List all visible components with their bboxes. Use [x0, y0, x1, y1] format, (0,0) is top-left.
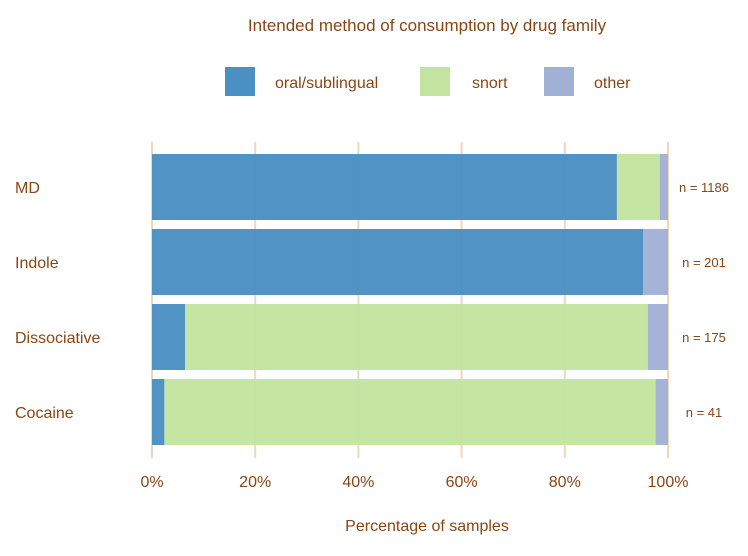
legend-swatch-2: [544, 67, 574, 96]
y-tick-label: Indole: [15, 255, 59, 272]
bar-indole-2: [643, 229, 668, 295]
legend-swatch-1: [420, 67, 450, 96]
sample-size-label: n = 175: [682, 330, 726, 345]
chart-title: Intended method of consumption by drug f…: [248, 16, 607, 35]
sample-size-label: n = 201: [682, 255, 726, 270]
bar-md-0: [152, 154, 617, 220]
x-tick-label: 100%: [648, 474, 689, 491]
x-tick-label: 80%: [549, 474, 581, 491]
bar-indole-0: [152, 229, 644, 295]
bar-cocaine-0: [152, 379, 165, 445]
bars: [152, 154, 668, 445]
bar-md-2: [659, 154, 668, 220]
x-tick-label: 20%: [239, 474, 271, 491]
y-tick-label: MD: [15, 180, 40, 197]
bar-dissociative-2: [647, 304, 668, 370]
bar-dissociative-0: [152, 304, 186, 370]
bar-cocaine-1: [164, 379, 656, 445]
x-tick-label: 0%: [140, 474, 163, 491]
bar-dissociative-1: [185, 304, 648, 370]
x-axis-ticks: 0% 20% 40% 60% 80% 100%: [140, 474, 688, 491]
bar-cocaine-2: [655, 379, 668, 445]
x-tick-label: 60%: [446, 474, 478, 491]
y-tick-label: Cocaine: [15, 405, 74, 422]
bar-md-1: [616, 154, 660, 220]
y-tick-label: Dissociative: [15, 330, 100, 347]
x-tick-label: 40%: [342, 474, 374, 491]
legend-swatch-0: [225, 67, 255, 96]
annotations: n = 1186 n = 201 n = 175 n = 41: [679, 180, 729, 420]
legend-label-2: other: [594, 75, 631, 92]
sample-size-label: n = 1186: [679, 180, 729, 195]
x-axis-label: Percentage of samples: [345, 518, 509, 535]
legend: oral/sublingual snort other: [225, 67, 631, 96]
y-axis-labels: MD Indole Dissociative Cocaine: [15, 180, 100, 422]
legend-label-1: snort: [472, 75, 508, 92]
sample-size-label: n = 41: [686, 405, 723, 420]
legend-label-0: oral/sublingual: [275, 75, 378, 92]
